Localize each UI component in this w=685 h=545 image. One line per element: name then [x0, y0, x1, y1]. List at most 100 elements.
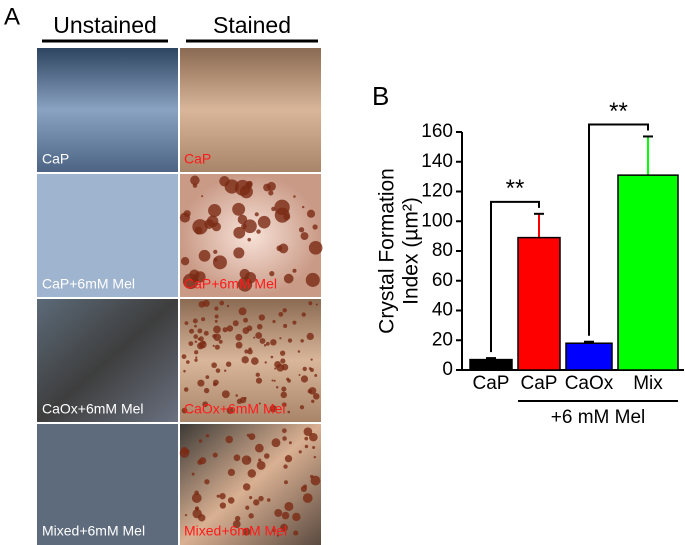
crystal [279, 350, 286, 356]
image-label: CaOx+6mM Mel [184, 401, 286, 417]
crystal [301, 312, 306, 317]
crystal [274, 508, 283, 517]
crystal [189, 328, 195, 334]
crystal [201, 195, 204, 198]
crystal [218, 339, 223, 344]
x-tick-label: CaP [521, 373, 558, 394]
crystal [247, 457, 251, 460]
crystal [203, 330, 209, 336]
crystal [191, 493, 202, 503]
crystal [270, 339, 277, 346]
y-tick-label: 20 [432, 329, 453, 350]
crystal [302, 493, 313, 503]
image-label: CaP [42, 151, 69, 167]
panel-label: A [4, 3, 20, 30]
crystal [242, 483, 251, 491]
y-tick-label: 160 [421, 121, 453, 142]
crystal [281, 402, 287, 408]
crystal [255, 332, 263, 339]
crystal [258, 495, 264, 502]
crystal [232, 520, 241, 529]
significance-bracket [588, 123, 649, 336]
crystal [194, 226, 203, 235]
crystal [275, 385, 279, 389]
crystal [308, 241, 323, 255]
significance-label: ** [506, 175, 525, 202]
crystal [214, 344, 220, 350]
x-tick-label: CaP [473, 373, 510, 394]
crystal [244, 349, 249, 354]
crystal [272, 319, 276, 324]
crystal [255, 372, 260, 377]
image-label: CaP+6mM Mel [42, 276, 135, 292]
crystal [254, 443, 264, 453]
micrograph [37, 174, 178, 297]
crystal [298, 227, 305, 233]
micrograph [37, 424, 178, 545]
crystal [258, 458, 262, 462]
crystal [276, 534, 279, 537]
crystal [208, 204, 222, 218]
crystal [193, 334, 199, 339]
crystal [282, 308, 287, 313]
crystal [214, 314, 219, 319]
crystal [233, 247, 245, 259]
crystal [180, 257, 190, 266]
crystal [190, 175, 200, 186]
crystal [205, 434, 210, 438]
crystal [251, 357, 259, 365]
crystal [284, 501, 294, 511]
crystal [283, 323, 288, 329]
crystal [242, 527, 251, 536]
crystal [281, 386, 287, 392]
crystal [212, 452, 218, 458]
crystal [243, 396, 247, 400]
crystal [198, 249, 211, 262]
crystal [286, 377, 290, 381]
crystal [263, 183, 271, 192]
crystal [264, 361, 267, 364]
crystal [213, 325, 221, 334]
crystal [211, 362, 217, 369]
column-header: Stained [213, 12, 291, 38]
crystal [304, 444, 309, 449]
crystal [243, 317, 248, 323]
crystal [315, 303, 318, 306]
crystal [241, 455, 252, 465]
micrograph [180, 48, 321, 172]
crystal [287, 338, 293, 343]
crystal [274, 207, 290, 223]
crystal [309, 432, 318, 442]
crystal [303, 427, 313, 437]
crystal [237, 277, 253, 292]
crystal [270, 355, 274, 359]
crystal [287, 410, 291, 414]
image-label: CaP [184, 151, 211, 167]
crystal [305, 272, 320, 287]
crystal [245, 505, 250, 510]
crystal [212, 344, 215, 348]
crystal [300, 232, 309, 241]
crystal [271, 438, 281, 448]
crystal [235, 333, 243, 341]
significance-label: ** [609, 98, 628, 125]
crystal [257, 215, 271, 229]
crystal [179, 212, 191, 223]
crystal [206, 215, 219, 228]
y-tick-label: 100 [421, 210, 453, 231]
crystal [302, 205, 305, 209]
crystal [308, 367, 312, 370]
crystal [205, 375, 210, 380]
crystal [283, 464, 288, 469]
crystal [254, 212, 259, 217]
crystal [274, 361, 282, 368]
crystal [219, 502, 227, 509]
crystal [292, 268, 297, 273]
crystal [213, 379, 219, 386]
crystal [235, 341, 243, 349]
crystal [212, 255, 227, 270]
crystal [241, 223, 247, 230]
crystal [248, 513, 254, 519]
crystal [214, 319, 218, 323]
crystal [183, 369, 186, 373]
